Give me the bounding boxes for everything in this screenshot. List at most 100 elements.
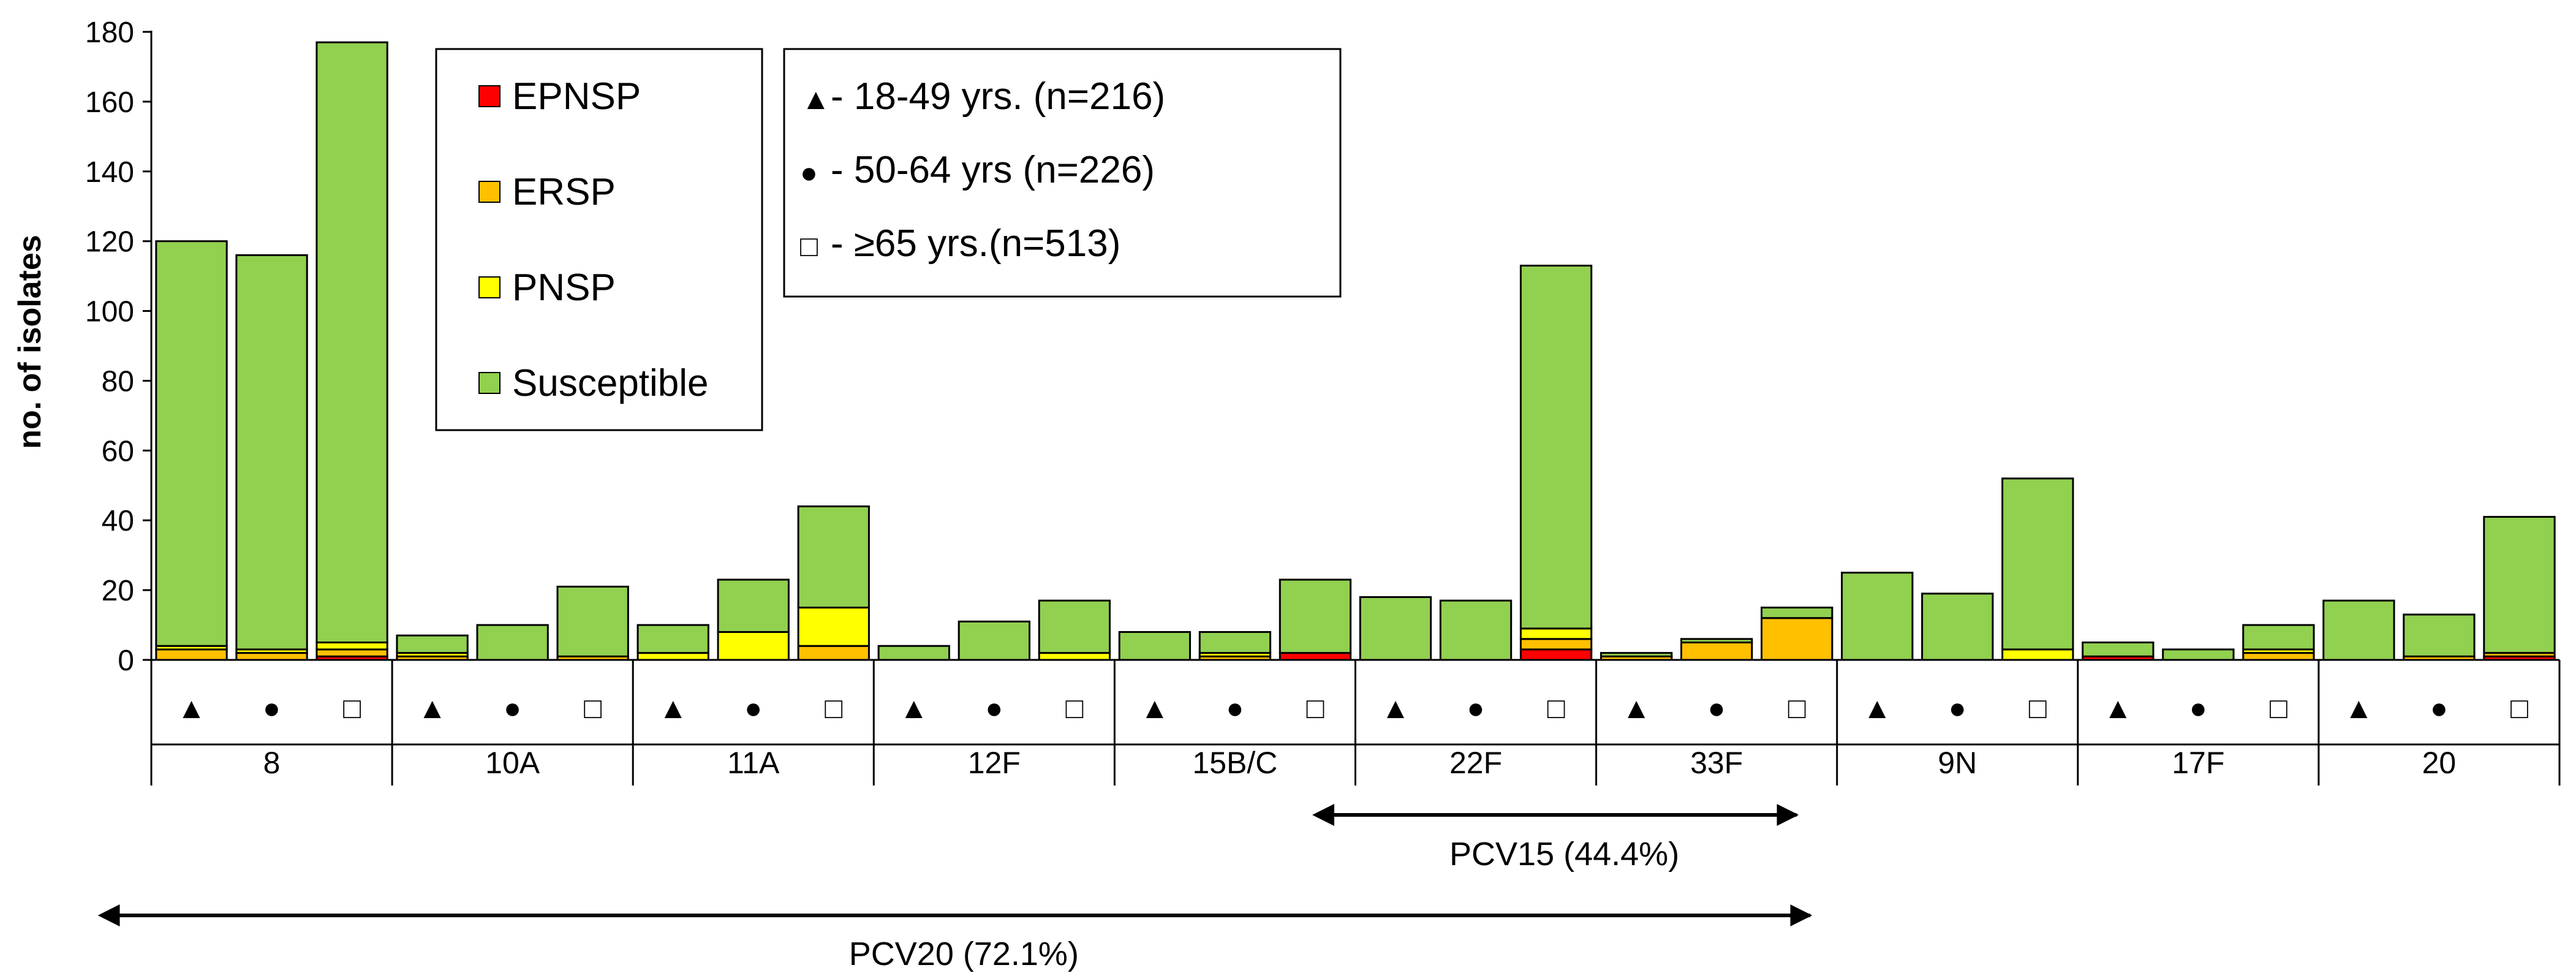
bar-17f-age3-ersp xyxy=(2242,652,2315,661)
x-age-circle-icon: ● xyxy=(1226,692,1244,725)
x-category-label-17f: 17F xyxy=(2172,746,2224,780)
x-age-square-icon: □ xyxy=(1788,692,1806,725)
x-age-triangle-icon: ▲ xyxy=(1381,692,1410,725)
legend-label-ersp: ERSP xyxy=(512,171,616,213)
y-tick-label: 140 xyxy=(85,156,134,189)
y-tick-label: 100 xyxy=(85,296,134,328)
x-age-triangle-icon: ▲ xyxy=(2104,692,2133,725)
bar-17f-age1-susceptible xyxy=(2082,642,2155,657)
y-axis: 0 20 40 60 80 100 120 140 160 180 xyxy=(85,17,153,677)
bar-22f-age3-susceptible xyxy=(1519,265,1593,630)
x-category-label-22f: 22F xyxy=(1449,746,1502,780)
y-tick-label: 40 xyxy=(102,505,134,537)
x-age-triangle-icon: ▲ xyxy=(418,692,447,725)
bar-33f-age3-susceptible xyxy=(1761,607,1834,619)
bar-33f-age3-ersp xyxy=(1761,617,1834,661)
bar-11a-age1-pnsp xyxy=(636,652,709,661)
annotation-label-pcv20-72-1: PCV20 (72.1%) xyxy=(849,936,1079,972)
age-group-legend: ▲ - 18-49 yrs. (n=216) ● - 50-64 yrs (n=… xyxy=(783,48,1342,298)
x-age-triangle-icon: ▲ xyxy=(177,692,206,725)
bar-8-age3-pnsp xyxy=(315,642,388,651)
x-age-triangle-icon: ▲ xyxy=(1622,692,1651,725)
x-age-square-icon: □ xyxy=(2270,692,2287,725)
bar-15b-c-age3-susceptible xyxy=(1279,578,1352,654)
bar-22f-age1-susceptible xyxy=(1359,596,1432,661)
y-axis-label: no. of isolates xyxy=(12,235,48,449)
bar-22f-age3-ersp xyxy=(1519,638,1593,651)
x-age-circle-icon: ● xyxy=(985,692,1003,725)
bar-12f-age3-susceptible xyxy=(1038,599,1111,654)
x-age-triangle-icon: ▲ xyxy=(1140,692,1169,725)
bar-33f-age2-susceptible xyxy=(1680,638,1753,644)
bar-11a-age3-ersp xyxy=(797,645,870,661)
bar-10a-age3-susceptible xyxy=(556,585,629,657)
legend-label-susceptible: Susceptible xyxy=(512,362,709,404)
x-age-circle-icon: ● xyxy=(1708,692,1726,725)
annotation-label-pcv15-44-4: PCV15 (44.4%) xyxy=(1449,836,1679,873)
bar-11a-age1-susceptible xyxy=(636,624,709,654)
legend-triangle-icon: ▲ xyxy=(801,83,831,116)
bar-22f-age3-epnsp xyxy=(1519,648,1593,661)
legend-age-18-49: - 18-49 yrs. (n=216) xyxy=(831,75,1165,118)
legend-swatch-susceptible xyxy=(478,372,500,394)
bar-11a-age2-susceptible xyxy=(717,578,790,633)
bar-12f-age3-pnsp xyxy=(1038,652,1111,661)
bar-9n-age1-susceptible xyxy=(1841,572,1914,661)
x-age-circle-icon: ● xyxy=(744,692,762,725)
bar-11a-age2-pnsp xyxy=(717,630,790,661)
bar-8-age3-ersp xyxy=(315,648,388,657)
bar-20-age3-susceptible xyxy=(2483,516,2556,654)
bar-15b-c-age2-susceptible xyxy=(1198,630,1272,654)
y-tick-label: 80 xyxy=(102,365,134,398)
x-category-label-20: 20 xyxy=(2422,746,2457,780)
x-age-square-icon: □ xyxy=(2029,692,2047,725)
legend-swatch-epnsp xyxy=(478,85,500,107)
x-age-square-icon: □ xyxy=(1306,692,1324,725)
bar-20-age2-susceptible xyxy=(2403,613,2476,657)
x-category-label-15b-c: 15B/C xyxy=(1192,746,1277,780)
x-age-square-icon: □ xyxy=(1065,692,1083,725)
bar-8-age1-ersp xyxy=(155,648,228,661)
bar-8-age1-susceptible xyxy=(155,240,228,647)
x-age-circle-icon: ● xyxy=(1949,692,1966,725)
x-category-label-12f: 12F xyxy=(968,746,1021,780)
bar-11a-age3-susceptible xyxy=(797,505,870,609)
x-age-triangle-icon: ▲ xyxy=(1862,692,1892,725)
legend-swatch-pnsp xyxy=(478,276,500,298)
legend-label-epnsp: EPNSP xyxy=(512,75,641,118)
bar-8-age3-susceptible xyxy=(315,41,388,644)
resistance-legend-box xyxy=(435,48,763,431)
bar-17f-age3-susceptible xyxy=(2242,624,2315,651)
legend-age-50-64: - 50-64 yrs (n=226) xyxy=(831,149,1155,191)
y-tick-label: 20 xyxy=(102,575,134,607)
x-age-square-icon: □ xyxy=(343,692,361,725)
bar-9n-age3-susceptible xyxy=(2001,477,2074,651)
bar-15b-c-age1-susceptible xyxy=(1118,630,1192,661)
bar-33f-age2-ersp xyxy=(1680,642,1753,661)
bar-22f-age2-susceptible xyxy=(1439,599,1513,661)
x-category-label-11a: 11A xyxy=(727,746,780,780)
bar-15b-c-age3-epnsp xyxy=(1279,652,1352,661)
x-age-circle-icon: ● xyxy=(263,692,281,725)
bar-12f-age2-susceptible xyxy=(958,620,1031,661)
bar-17f-age2-susceptible xyxy=(2162,648,2235,661)
x-age-triangle-icon: ▲ xyxy=(899,692,929,725)
bar-8-age2-ersp xyxy=(235,652,308,661)
x-age-square-icon: □ xyxy=(2510,692,2528,725)
x-age-circle-icon: ● xyxy=(2189,692,2207,725)
age-legend-box xyxy=(783,48,1342,298)
pcv-annotations: PCV15 (44.4%) PCV20 (72.1%) xyxy=(97,804,1813,972)
x-category-label-33f: 33F xyxy=(1690,746,1743,780)
bar-10a-age1-susceptible xyxy=(396,634,469,654)
x-age-triangle-icon: ▲ xyxy=(2344,692,2374,725)
legend-swatch-ersp xyxy=(478,181,500,203)
bar-9n-age3-pnsp xyxy=(2001,648,2074,661)
y-tick-label: 120 xyxy=(85,226,134,259)
y-tick-label: 60 xyxy=(102,435,134,468)
x-axis: ▲ ● □ 8 ▲ ● □ 10A ▲ ● □ 11A ▲ ● □ 12F ▲ ● □ 15B/C ▲ ● □ 22F ▲ ● □ 3… xyxy=(150,659,2561,786)
legend-label-pnsp: PNSP xyxy=(512,267,616,309)
bar-9n-age2-susceptible xyxy=(1921,593,1994,661)
x-category-label-10a: 10A xyxy=(485,746,540,780)
x-category-label-9n: 9N xyxy=(1938,746,1977,780)
